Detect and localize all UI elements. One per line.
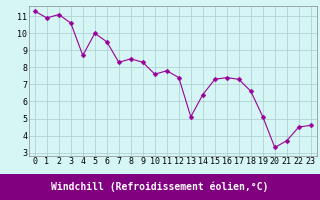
- Text: Windchill (Refroidissement éolien,°C): Windchill (Refroidissement éolien,°C): [51, 182, 269, 192]
